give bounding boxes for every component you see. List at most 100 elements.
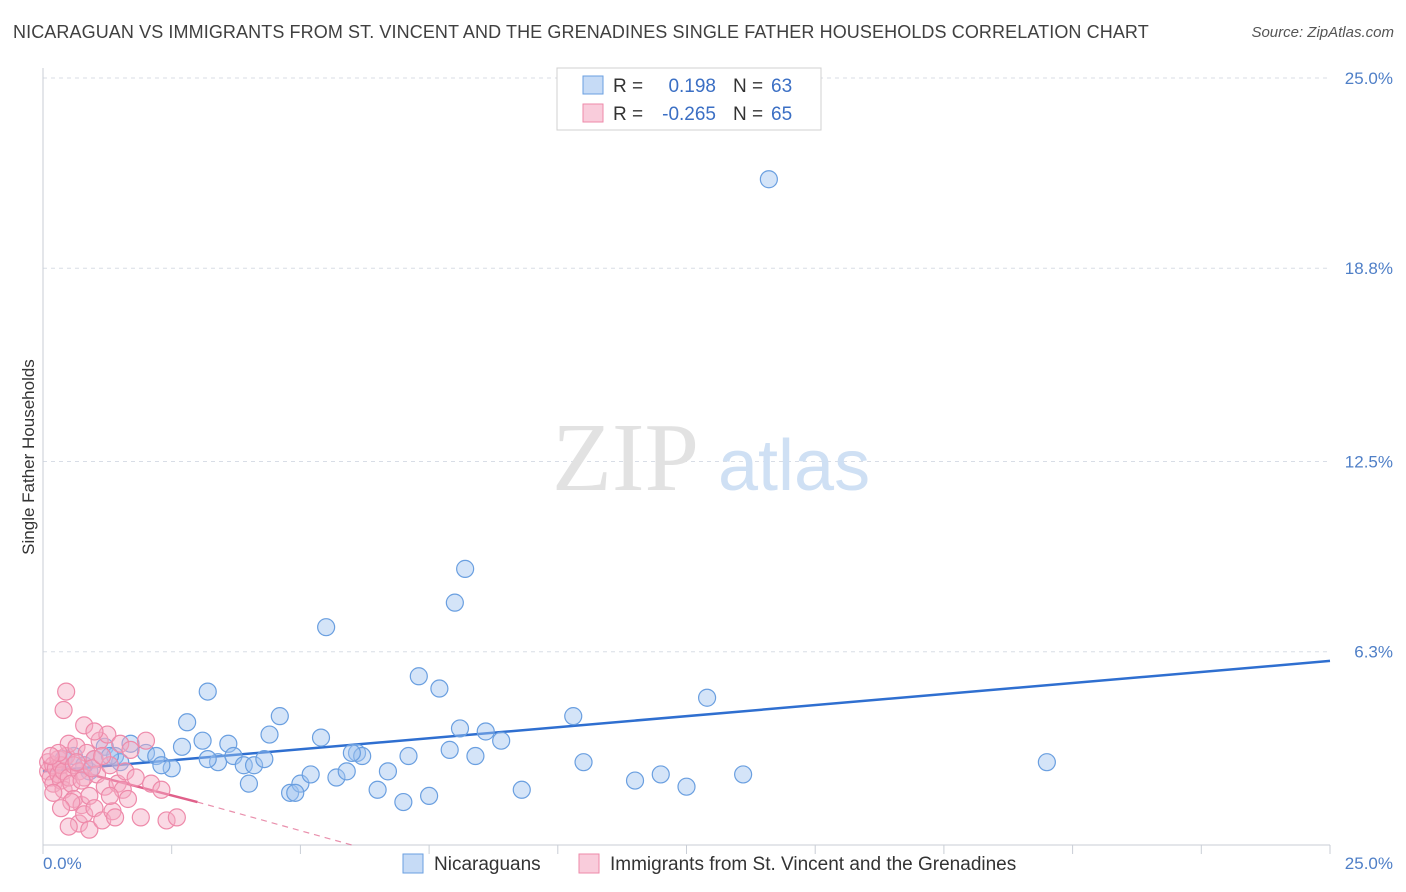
point-nicaraguans (353, 746, 372, 766)
x-tick-min: 0.0% (43, 854, 82, 873)
point-nicaraguans (147, 746, 166, 766)
point-st-vincent (105, 808, 125, 827)
point-nicaraguans (317, 618, 336, 637)
point-nicaraguans (759, 170, 778, 189)
point-nicaraguans (697, 688, 717, 707)
point-st-vincent (100, 786, 120, 806)
point-st-vincent (126, 768, 145, 787)
point-st-vincent (152, 780, 171, 799)
point-nicaraguans (409, 667, 428, 686)
point-nicaraguans (162, 759, 181, 778)
point-nicaraguans (574, 753, 593, 772)
point-nicaraguans (368, 780, 387, 799)
point-nicaraguans (492, 731, 511, 750)
watermark-atlas: atlas (718, 426, 870, 506)
point-nicaraguans (625, 771, 645, 790)
legend-r-pink: -0.265 (662, 104, 716, 125)
point-st-vincent (67, 753, 86, 772)
legend-n-label-blue: N = (733, 76, 763, 97)
legend-n-blue: 63 (771, 76, 792, 97)
point-nicaraguans (564, 707, 583, 726)
point-nicaraguans (255, 749, 274, 769)
y-tick-label: 18.8% (1345, 259, 1393, 278)
point-nicaraguans (244, 756, 264, 775)
legend-r-blue: 0.198 (668, 76, 716, 97)
source-label: Source: ZipAtlas.com (1251, 24, 1394, 41)
point-nicaraguans (327, 768, 346, 787)
point-nicaraguans (291, 774, 310, 793)
legend-r-label-blue: R = (613, 76, 643, 97)
point-st-vincent (85, 722, 104, 741)
y-tick-label: 12.5% (1345, 453, 1393, 472)
point-st-vincent (59, 817, 78, 836)
point-nicaraguans (1037, 753, 1056, 772)
point-nicaraguans (234, 756, 253, 775)
series-st-vincent (39, 682, 186, 839)
legend-swatch-pink (582, 103, 604, 123)
point-nicaraguans (311, 728, 331, 747)
y-tick-label: 25.0% (1345, 69, 1393, 88)
point-st-vincent (54, 700, 73, 720)
legend-n-label-pink: N = (733, 104, 763, 125)
point-nicaraguans (378, 762, 398, 781)
point-nicaraguans (337, 762, 356, 781)
point-st-vincent (51, 799, 71, 818)
point-nicaraguans (450, 719, 470, 738)
point-st-vincent (136, 731, 156, 750)
point-nicaraguans (172, 737, 192, 756)
point-nicaraguans (301, 765, 320, 784)
point-st-vincent (142, 774, 161, 793)
point-nicaraguans (445, 593, 464, 612)
point-nicaraguans (651, 765, 670, 784)
point-st-vincent (67, 737, 86, 756)
trend-line-st-vincent-dashed (197, 801, 353, 846)
point-st-vincent (167, 808, 186, 827)
point-nicaraguans (512, 780, 531, 799)
legend-n-pink: 65 (771, 104, 792, 125)
point-st-vincent (57, 682, 76, 701)
point-st-vincent (69, 814, 89, 833)
point-st-vincent (44, 783, 63, 802)
point-st-vincent (131, 808, 150, 827)
bottom-legend-label-pink: Immigrants from St. Vincent and the Gren… (610, 854, 1016, 875)
point-nicaraguans (440, 740, 459, 759)
legend-swatch-blue (582, 75, 604, 95)
point-st-vincent (118, 789, 138, 809)
point-nicaraguans (286, 783, 305, 802)
point-nicaraguans (420, 786, 439, 806)
point-st-vincent (100, 756, 120, 775)
point-st-vincent (82, 759, 102, 778)
point-nicaraguans (111, 753, 130, 772)
point-st-vincent (93, 746, 112, 766)
point-st-vincent (41, 746, 60, 766)
bottom-legend-swatch-pink (578, 853, 600, 874)
point-nicaraguans (224, 746, 243, 766)
point-nicaraguans (198, 682, 217, 701)
point-nicaraguans (734, 765, 753, 784)
x-tick-max: 25.0% (1345, 854, 1393, 873)
trend-line-nicaraguans (42, 659, 1331, 773)
point-nicaraguans (100, 746, 120, 766)
point-st-vincent (80, 820, 99, 839)
point-nicaraguans (476, 722, 495, 741)
bottom-legend: Nicaraguans Immigrants from St. Vincent … (402, 853, 1016, 875)
point-nicaraguans (466, 746, 485, 766)
legend-r-label-pink: R = (613, 104, 643, 125)
point-nicaraguans (121, 734, 140, 753)
y-axis-tick-labels: 6.3% 12.5% 18.8% 25.0% (1345, 69, 1393, 662)
point-nicaraguans (260, 725, 279, 744)
point-st-vincent (75, 716, 94, 735)
watermark-zip: ZIP (552, 404, 699, 512)
bottom-legend-label-blue: Nicaraguans (434, 854, 541, 875)
watermark: ZIP atlas (552, 404, 870, 512)
y-axis-title: Single Father Households (19, 359, 38, 555)
point-nicaraguans (152, 756, 171, 775)
point-nicaraguans (208, 753, 228, 772)
x-axis-ticks (42, 845, 1331, 854)
point-nicaraguans (430, 679, 449, 698)
series-nicaraguans (54, 170, 1056, 812)
point-st-vincent (116, 762, 135, 781)
point-st-vincent (62, 792, 81, 812)
y-tick-label: 6.3% (1354, 643, 1393, 662)
